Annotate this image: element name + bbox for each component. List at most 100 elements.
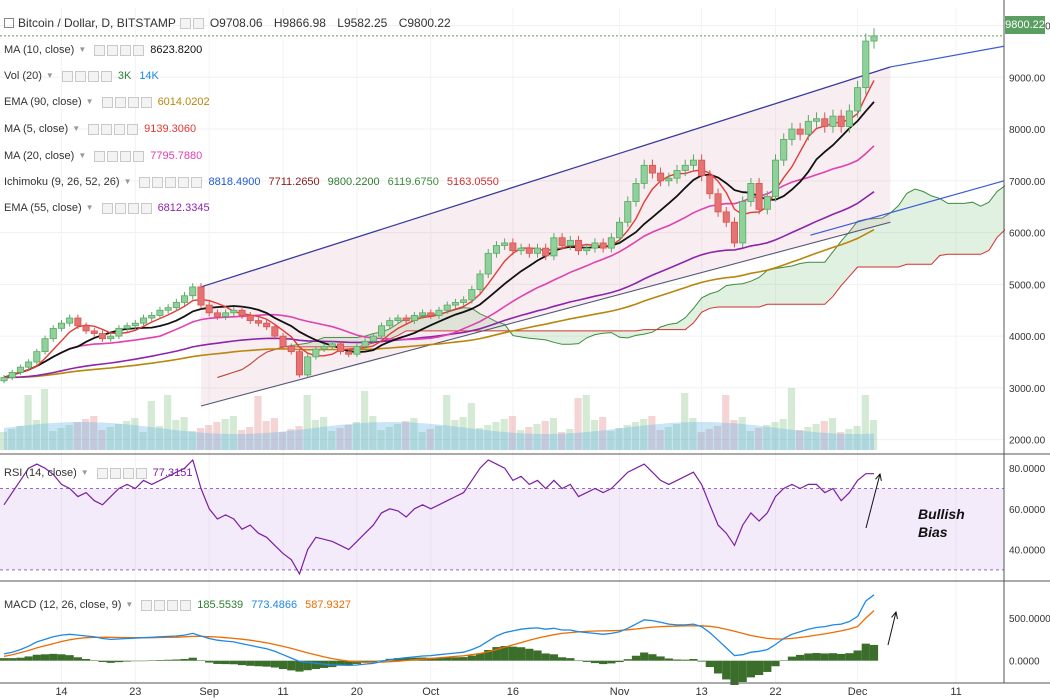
candle-body [419, 312, 427, 316]
chevron-down-icon[interactable]: ▼ [78, 45, 87, 54]
symbol-title: Bitcoin / Dollar, D, BITSTAMP [18, 16, 176, 30]
annotation-arrows [865, 472, 898, 646]
indicator-row: MA (10, close) ▼ 8623.8200 [4, 42, 210, 58]
macd-histogram-bar [599, 660, 608, 665]
macd-histogram-bar [730, 660, 739, 685]
volume-bar [828, 418, 837, 450]
indicator-row: MA (20, close) ▼ 7795.7880 [4, 148, 210, 164]
time-tick-label: 14 [55, 686, 67, 698]
macd-controls[interactable] [141, 599, 192, 611]
macd-histogram-bar [40, 654, 50, 661]
candle-body [821, 118, 829, 127]
macd-histogram-bar [566, 658, 575, 661]
macd-histogram-bar [434, 657, 444, 661]
macd-histogram-bar [689, 658, 698, 661]
macd-histogram-bar [779, 660, 788, 661]
volume-bar [590, 420, 599, 450]
volume-bar [607, 431, 615, 450]
macd-histogram-bar [402, 657, 411, 661]
volume-bar [352, 422, 361, 450]
candle-body [205, 304, 213, 314]
ohlc-close: C9800.22 [398, 16, 451, 30]
volume-bar [377, 430, 385, 450]
candle-body [189, 286, 197, 297]
symbol-controls[interactable] [179, 17, 204, 29]
macd-histogram-bar [516, 647, 526, 661]
price-tick-label: 9000.00 [1009, 73, 1046, 84]
chevron-down-icon[interactable]: ▼ [45, 71, 54, 80]
indicator-row: MA (5, close) ▼ 9139.3060 [4, 121, 204, 137]
channel-lower-line [200, 221, 891, 407]
rsi-value: 77.3151 [152, 467, 193, 479]
indicator-controls[interactable] [94, 44, 145, 56]
ohlc-open: O9708.06 [209, 16, 263, 30]
chevron-down-icon[interactable]: ▼ [85, 203, 94, 212]
volume-bar [155, 426, 164, 450]
chevron-down-icon[interactable]: ▼ [125, 600, 134, 609]
volume-bars [0, 388, 878, 450]
macd-histogram-bar [426, 657, 435, 661]
candle-body [739, 201, 747, 244]
macd-histogram-bar [558, 657, 567, 661]
macd-histogram-bar [336, 660, 345, 666]
macd-histogram-bar [205, 660, 214, 663]
indicator-controls[interactable] [61, 70, 112, 82]
volume-ma-area [4, 422, 874, 450]
chevron-down-icon[interactable]: ▼ [80, 468, 89, 477]
macd-histogram-bar [623, 659, 632, 661]
volume-bar [713, 426, 722, 450]
macd-histogram-bar [377, 660, 386, 661]
collapse-icon[interactable] [4, 18, 14, 28]
chevron-down-icon[interactable]: ▼ [85, 97, 94, 106]
volume-bar [845, 429, 853, 450]
indicator-controls[interactable] [94, 150, 145, 162]
candle-body [8, 371, 16, 378]
macd-histogram-bar [287, 660, 296, 671]
indicator-controls[interactable] [88, 123, 139, 135]
volume-bar [475, 428, 484, 450]
indicator-name: EMA (55, close) [4, 202, 82, 214]
macd-histogram-bar [648, 654, 657, 661]
candle-body [181, 295, 189, 303]
rsi-controls[interactable] [96, 467, 147, 479]
candle-body [312, 348, 320, 358]
macd-histogram-bar [763, 660, 772, 672]
volume-bar [812, 424, 820, 450]
indicator-controls[interactable] [101, 96, 152, 108]
price-tick-label: 7000.00 [1009, 177, 1046, 188]
cloud-fill [217, 185, 1005, 378]
moving-averages [3, 80, 875, 379]
chevron-down-icon[interactable]: ▼ [123, 177, 132, 186]
price-channel [200, 45, 1005, 407]
volume-bar [681, 393, 689, 450]
macd-histogram-bar [828, 653, 838, 661]
price-tick-label: 2000.00 [1009, 436, 1046, 447]
candle-body [813, 118, 821, 122]
macd-histogram-bar [582, 660, 591, 662]
chevron-down-icon[interactable]: ▼ [78, 151, 87, 160]
macd-histogram-bar [328, 660, 337, 668]
macd-histogram-bar [681, 659, 690, 661]
indicator-value: 9139.3060 [144, 123, 197, 135]
candle-body [657, 172, 665, 182]
macd-histogram-bar [467, 655, 476, 661]
indicator-controls[interactable] [139, 176, 203, 188]
macd-histogram-bar [213, 660, 222, 664]
time-tick-label: Dec [848, 686, 868, 698]
indicator-controls[interactable] [101, 202, 152, 214]
macd-histogram-bar [295, 660, 304, 672]
volume-bar [295, 426, 303, 450]
macd-histogram-bar [270, 660, 279, 668]
volume-bar [131, 418, 139, 450]
candle-body [796, 128, 804, 135]
macd-histogram-bar [81, 658, 91, 661]
macd-histogram-bar [16, 657, 25, 661]
candle-body [566, 239, 574, 246]
macd-histogram-bar [114, 660, 124, 663]
indicator-value: 5163.0550 [446, 176, 499, 188]
chevron-down-icon[interactable]: ▼ [72, 124, 81, 133]
time-tick-label: 16 [507, 686, 519, 698]
candle-body [854, 87, 862, 112]
rsi-pane: 80.0000 60.0000 40.0000 [0, 458, 1046, 576]
